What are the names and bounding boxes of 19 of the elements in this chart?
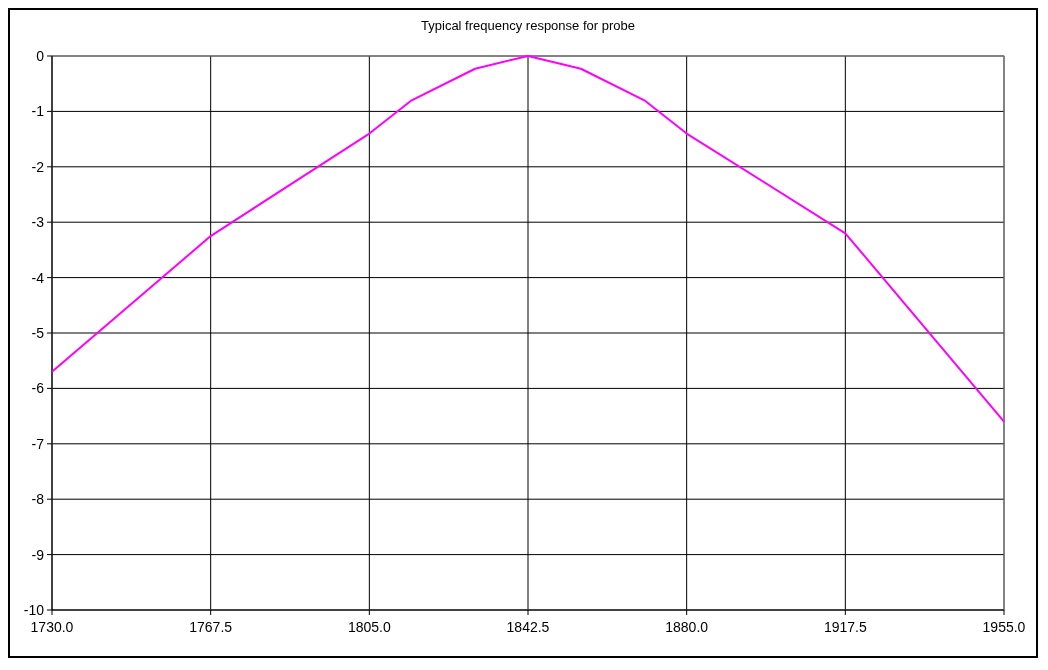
x-tick-label: 1842.5: [506, 619, 550, 635]
y-tick-label: -4: [31, 269, 45, 286]
y-tick-label: -1: [31, 103, 45, 120]
y-tick-label: -2: [31, 158, 45, 175]
x-tick-label: 1767.5: [189, 619, 233, 635]
x-tick-label: 1805.0: [347, 619, 391, 635]
x-tick-label: 1955.0: [982, 619, 1026, 635]
y-tick-label: -3: [31, 214, 45, 231]
y-tick-label: -8: [31, 491, 45, 508]
x-tick-label: 1730.0: [30, 619, 74, 635]
y-tick-label: 0: [36, 48, 45, 64]
y-tick-label: -9: [31, 546, 45, 563]
x-tick-label: 1880.0: [665, 619, 709, 635]
chart-title: Typical frequency response for probe: [421, 18, 635, 33]
y-tick-label: -10: [23, 602, 45, 618]
y-tick-label: -5: [31, 325, 45, 341]
x-tick-label: 1917.5: [823, 619, 867, 635]
y-tick-label: -7: [31, 435, 45, 452]
y-tick-label: -6: [31, 380, 45, 397]
